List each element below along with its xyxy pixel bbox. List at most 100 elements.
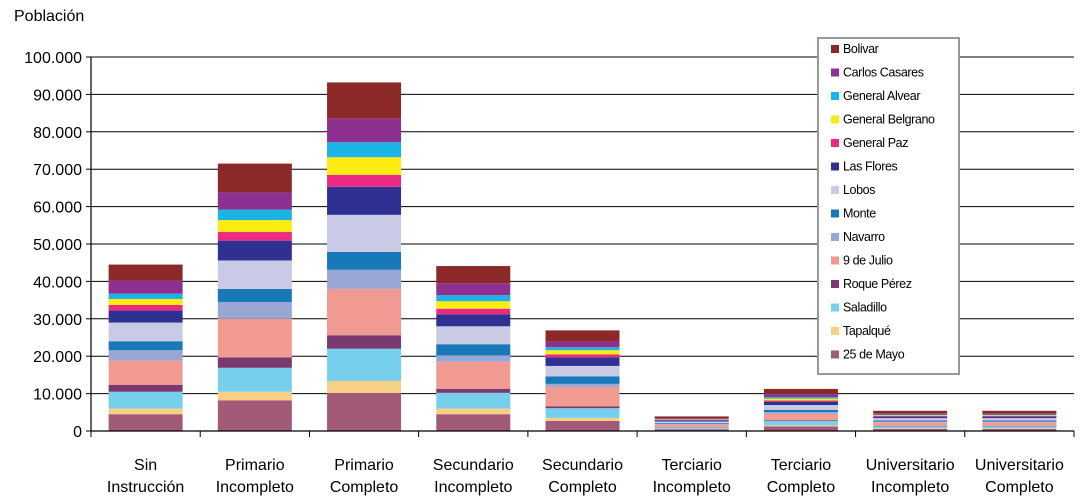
bar-segment [545,330,620,342]
legend-swatch [831,233,839,241]
bar-segment [327,392,402,431]
bar-segment [654,424,729,427]
bar-segment [545,350,620,355]
bar-segment [436,301,511,309]
bar-segment [217,318,292,358]
legend [817,37,960,375]
y-tick-label: 10.000 [33,387,82,404]
y-tick-label: 30.000 [33,312,82,329]
legend-label: General Belgrano [843,113,935,127]
bar-segment [108,341,183,351]
bar-segment [327,288,402,336]
x-tick-label: Completo [985,479,1054,496]
bar-segment [545,341,620,348]
bar-segment [545,406,620,409]
x-tick-label: Universitario [975,457,1064,474]
bar-segment [545,357,620,366]
bar-segment [545,354,620,358]
bar-segment [545,417,620,421]
bar-segment [982,414,1057,416]
legend-swatch [831,209,839,218]
y-tick-label: 0 [73,424,82,441]
x-tick-label: Completo [767,479,836,496]
x-tick-label: Secundario [433,457,514,474]
bar-segment [873,415,948,417]
bar-segment [327,118,402,143]
bar-segment [763,420,838,426]
bar-segment [217,400,292,431]
legend-swatch [831,303,839,312]
bar-segment [654,418,729,420]
bar-segment [217,192,292,210]
bar-segment [436,361,511,389]
legend-swatch [831,45,839,53]
bar-segment [217,367,292,392]
bar-segment [982,428,1057,429]
bar-segment [108,360,183,385]
bar-segment [873,416,948,419]
x-tick-label: Incompleto [434,479,512,496]
bar-segment [217,240,292,261]
x-tick-label: Primario [225,457,285,474]
bar-segment [327,251,402,270]
legend-label: 25 de Mayo [843,348,905,362]
legend-swatch [831,115,839,124]
bar-segment [982,418,1057,421]
bar-segment [436,266,511,284]
bar-segment [327,157,402,175]
bar-segment [763,388,838,395]
bar-segment [545,347,620,351]
bar-segment [545,386,620,407]
bar-segment [217,163,292,193]
bar-segment [654,422,729,424]
bar-segment [873,418,948,421]
legend-label: Monte [843,207,876,221]
bar-segment [436,414,511,431]
bar-segment [763,412,838,414]
bar-segment [436,295,511,302]
bar-segment [545,383,620,387]
bar-segment [654,420,729,422]
bar-segment [763,426,838,431]
y-tick-label: 90.000 [33,87,82,104]
bar-segment [654,429,729,431]
bar-segment [873,422,948,426]
bar-segment [873,413,948,415]
legend-swatch [831,186,839,194]
bar-segment [108,298,183,305]
bar-segment [982,422,1057,426]
bar-segment [654,421,729,423]
y-tick-label: 70.000 [33,162,82,179]
bar-segment [327,335,402,349]
bar-segment [873,414,948,416]
bar-segment [982,413,1057,415]
bar-segment [545,420,620,431]
x-tick-label: Incompleto [871,479,949,496]
bar-segment [327,174,402,187]
x-tick-label: Incompleto [653,479,731,496]
x-tick-label: Completo [548,479,617,496]
bar-segment [108,310,183,323]
legend-swatch [831,327,839,335]
legend-swatch [831,350,839,359]
bar-segment [327,348,402,381]
legend-swatch [831,68,839,77]
legend-label: Las Flores [843,160,898,174]
legend-label: Navarro [843,230,885,244]
x-tick-label: Completo [330,479,399,496]
bar-segment [327,186,402,215]
bar-segment [982,416,1057,419]
bar-segment [763,401,838,406]
bar-segment [436,308,511,315]
bar-segment [982,428,1057,431]
bar-segment [982,416,1057,417]
bar-segment [436,283,511,296]
legend-label: Bolivar [843,42,879,56]
bar-segment [982,420,1057,422]
bar-segment [654,416,729,419]
x-tick-label: Incompleto [216,479,294,496]
x-tick-label: Instrucción [107,479,184,496]
bar-segment [873,428,948,431]
legend-swatch [831,162,839,171]
